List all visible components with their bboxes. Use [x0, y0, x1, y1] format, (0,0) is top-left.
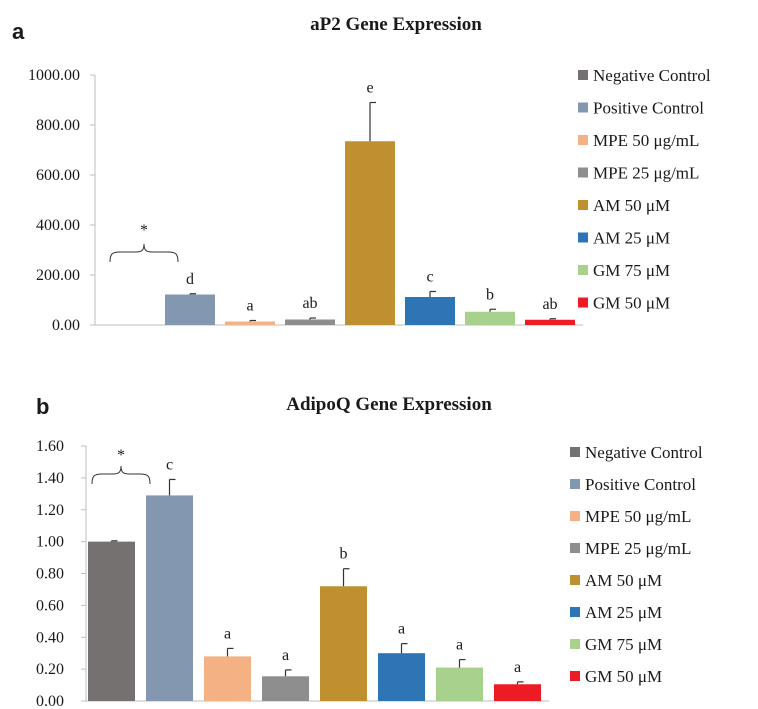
legend-swatch	[570, 479, 580, 489]
y-tick-label: 0.20	[36, 661, 64, 678]
bar	[525, 319, 575, 325]
bar	[436, 667, 483, 701]
legend-swatch	[570, 639, 580, 649]
significance-letter: a	[282, 647, 289, 664]
legend-label: AM 50 μM	[593, 196, 670, 215]
panel-a-letter: a	[12, 19, 25, 44]
legend-swatch	[578, 102, 588, 113]
y-tick-label: 1.40	[36, 470, 64, 487]
legend-label: Positive Control	[593, 99, 704, 118]
y-tick-label: 0.00	[52, 317, 80, 334]
legend-swatch	[578, 167, 588, 178]
panel-b-title: AdipoQ Gene Expression	[286, 394, 492, 415]
panel-a-annotations: d a ab e c b ab *	[109, 80, 558, 315]
bar	[405, 297, 455, 325]
legend-label: AM 25 μM	[593, 229, 670, 248]
significance-letter: a	[514, 659, 521, 676]
significance-letter: b	[340, 546, 348, 563]
panel-a-chart: a aP2 Gene Expression 0.00 200.00 400.00 60…	[12, 14, 711, 334]
significance-letter: ab	[302, 295, 317, 312]
legend-label: MPE 50 μg/mL	[593, 131, 699, 150]
legend-label: AM 25 μM	[585, 603, 662, 622]
y-tick-label: 0.00	[36, 693, 64, 709]
panel-a-bars	[165, 101, 575, 325]
significance-letter: a	[246, 298, 253, 315]
legend-label: GM 50 μM	[593, 294, 670, 313]
y-tick-label: 0.40	[36, 629, 64, 646]
panel-a-title: aP2 Gene Expression	[310, 14, 482, 35]
panel-a-y-axis: 0.00 200.00 400.00 600.00 800.00 1000.00	[28, 67, 583, 334]
panel-a-legend: Negative Control Positive Control MPE 50 μ…	[578, 66, 711, 313]
legend-swatch	[570, 447, 580, 457]
bar	[204, 656, 251, 701]
bar	[146, 495, 193, 701]
bar	[345, 141, 395, 325]
y-tick-label: 0.80	[36, 566, 64, 583]
legend-swatch	[578, 135, 588, 145]
legend-swatch	[570, 511, 580, 521]
legend-swatch	[578, 265, 588, 275]
significance-letter: c	[166, 456, 173, 473]
significance-letter: a	[224, 625, 231, 642]
legend-label: AM 50 μM	[585, 571, 662, 590]
bar	[320, 586, 367, 701]
y-tick-label: 400.00	[36, 217, 80, 234]
y-tick-label: 1000.00	[28, 67, 80, 84]
legend-swatch	[578, 70, 588, 80]
significance-letter: b	[486, 286, 494, 303]
legend-label: Positive Control	[585, 475, 696, 494]
y-tick-label: 200.00	[36, 267, 80, 284]
significance-letter: a	[398, 621, 405, 638]
y-tick-label: 600.00	[36, 167, 80, 184]
legend-swatch	[578, 200, 588, 210]
bar	[494, 684, 541, 701]
legend-swatch	[578, 232, 588, 243]
legend-swatch	[578, 297, 588, 308]
panel-b-chart: b AdipoQ Gene Expression 0.00 0.20 0.40 0.6…	[36, 394, 703, 709]
significance-letter: c	[426, 269, 433, 286]
significance-asterisk: *	[140, 222, 148, 239]
legend-label: MPE 25 μg/mL	[593, 164, 699, 183]
significance-bracket	[91, 465, 151, 485]
y-tick-label: 0.60	[36, 597, 64, 614]
panel-b-legend: Negative Control Positive Control MPE 50 μ…	[570, 443, 703, 686]
legend-swatch	[570, 607, 580, 617]
y-tick-label: 800.00	[36, 117, 80, 134]
bar	[165, 294, 215, 325]
bar	[285, 319, 335, 325]
legend-label: MPE 50 μg/mL	[585, 507, 691, 526]
significance-letter: e	[366, 80, 373, 97]
significance-letter: d	[186, 271, 194, 288]
bar	[465, 311, 515, 325]
bar	[378, 653, 425, 701]
y-tick-label: 1.00	[36, 534, 64, 551]
bar	[88, 541, 135, 701]
significance-letter: a	[456, 637, 463, 654]
legend-swatch	[570, 575, 580, 585]
y-tick-label: 1.60	[36, 438, 64, 455]
bar	[262, 676, 309, 701]
bar	[225, 321, 275, 325]
significance-bracket	[109, 243, 179, 263]
legend-label: Negative Control	[593, 66, 711, 85]
legend-label: Negative Control	[585, 443, 703, 462]
legend-swatch	[570, 671, 580, 681]
panel-b-annotations: c a a b a a a *	[91, 447, 521, 676]
legend-label: MPE 25 μg/mL	[585, 539, 691, 558]
significance-asterisk: *	[117, 447, 125, 464]
legend-label: GM 75 μM	[593, 261, 670, 280]
legend-label: GM 50 μM	[585, 667, 662, 686]
legend-swatch	[570, 543, 580, 553]
y-tick-label: 1.20	[36, 502, 64, 519]
legend-label: GM 75 μM	[585, 635, 662, 654]
significance-letter: ab	[542, 296, 557, 313]
panel-b-letter: b	[36, 394, 49, 419]
panel-b-bars	[88, 478, 541, 701]
